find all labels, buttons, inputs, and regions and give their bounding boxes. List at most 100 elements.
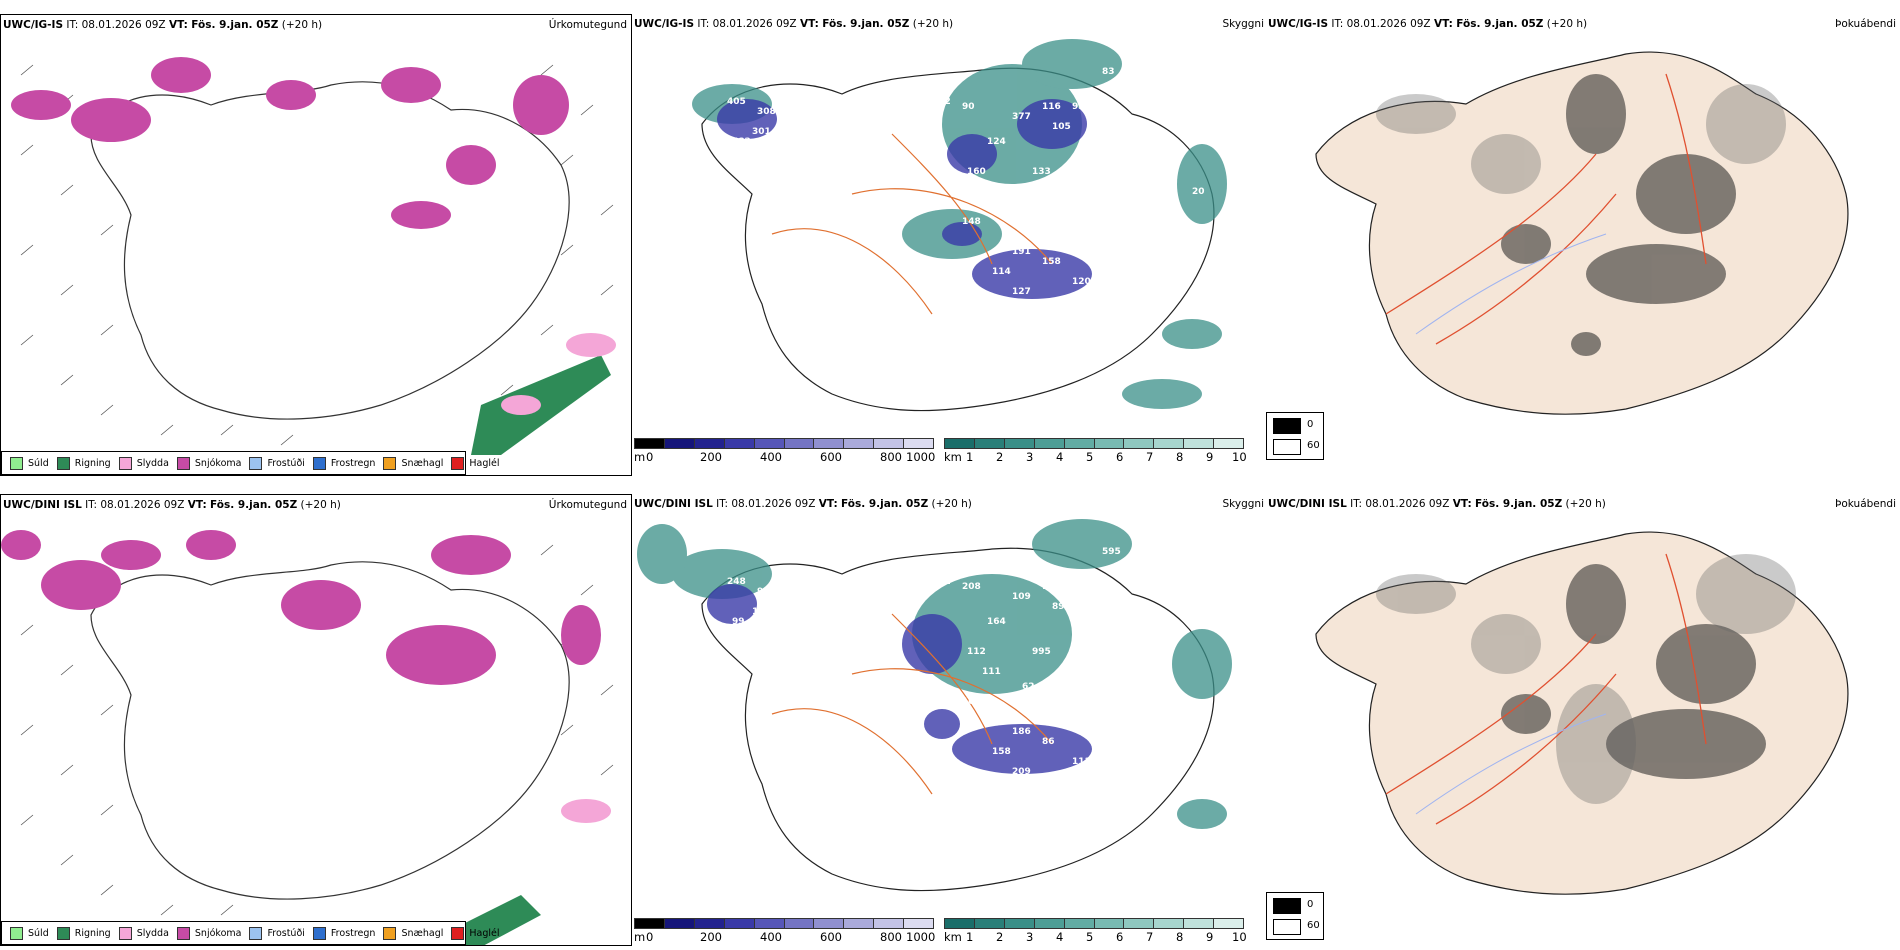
panel-header: UWC/IG-IS IT: 08.01.2026 09Z VT: Fös. 9.…	[3, 19, 323, 31]
cloud-value-label: 125	[1032, 702, 1051, 712]
cloud-value-label: 209	[1012, 767, 1031, 777]
cloud-value-label: 105	[1052, 122, 1071, 132]
cloud-value-label: 128	[1142, 147, 1161, 157]
colorbar-cell	[944, 438, 975, 449]
colorbar-cell	[1094, 438, 1125, 449]
cloud-value-label: 363	[1132, 527, 1151, 537]
cloud-value-label: 124	[987, 137, 1006, 147]
cloud-value-label: 93	[1142, 627, 1155, 637]
colorbar-tick: 600	[820, 930, 842, 944]
cloud-panel-bottom: 248 90 128 99 112 208 164 109 151 896 394 595 363 111…	[632, 494, 1266, 946]
cloud-value-label: 158	[992, 747, 1011, 757]
legend-swatch	[451, 926, 465, 940]
cloud-value-label: 120	[1087, 717, 1106, 727]
colorbar-tick: 400	[760, 930, 782, 944]
cloud-value-label: 112	[967, 647, 986, 657]
legend-swatch	[56, 926, 70, 940]
fog-legend-top: 0 60	[1266, 412, 1324, 460]
cloud-value-label: 109	[1012, 592, 1031, 602]
colorbar-cell	[844, 438, 875, 449]
cloud-value-label: 595	[1102, 547, 1121, 557]
fog-legend-max: 0	[1307, 899, 1314, 910]
legend-item: Súld	[10, 926, 49, 940]
colorbar-cell	[904, 438, 935, 449]
colorbar-tick: 3	[1026, 930, 1034, 944]
legend-item: Rigning	[56, 926, 111, 940]
cloud-value-label: 143	[982, 187, 1001, 197]
colorbar-unit: km	[944, 450, 962, 464]
cloud-value-label: 482	[732, 137, 751, 147]
panel-header: UWC/DINI ISL IT: 08.01.2026 09Z VT: Fös.…	[3, 499, 341, 511]
legend-item: Frostregn	[312, 456, 375, 470]
colorbar-cell	[814, 918, 845, 929]
colorbar-tick: 1	[966, 450, 974, 464]
cloud-value-label: 158	[1042, 257, 1061, 267]
cloud-value-label: 111	[982, 667, 1001, 677]
legend-swatch	[249, 456, 263, 470]
colorbar-cell	[1184, 918, 1215, 929]
colorbar-cell	[724, 438, 755, 449]
cloud-value-label: 308	[757, 107, 776, 117]
colorbar-unit: m	[634, 930, 646, 944]
fog-swatch-min	[1273, 439, 1301, 455]
legend-swatch	[451, 456, 465, 470]
legend-item: Rigning	[56, 456, 111, 470]
colorbar-cell	[1034, 438, 1065, 449]
colorbar-tick: 8	[1176, 450, 1184, 464]
legend-item: Snjókoma	[176, 456, 241, 470]
cloud-value-label: 995	[1032, 647, 1051, 657]
fog-panel-bottom: UWC/DINI ISL IT: 08.01.2026 09Z VT: Fös.…	[1266, 494, 1900, 946]
cloud-value-label: 377	[1012, 112, 1031, 122]
cloud-value-label: 164	[987, 617, 1006, 627]
colorbar-cell	[634, 918, 665, 929]
cloud-value-label: 99	[732, 617, 745, 627]
panel-title: Skyggni	[1222, 498, 1265, 510]
colorbar-cell	[634, 438, 665, 449]
colorbar-cell	[754, 438, 785, 449]
colorbar-tick: 800	[880, 450, 902, 464]
colorbar-cell	[1124, 438, 1155, 449]
colorbar-cell	[1064, 438, 1095, 449]
cloud-value-label: 130	[1032, 222, 1051, 232]
legend-item: Snjókoma	[176, 926, 241, 940]
legend-swatch	[176, 926, 190, 940]
cloudbase-colorbar: m 0 200 400 600 800 1000	[634, 438, 938, 468]
colorbar-cell	[1214, 918, 1245, 929]
fog-swatch-min	[1273, 919, 1301, 935]
colorbar-tick: 3	[1026, 450, 1034, 464]
cloud-value-label: 1042	[962, 697, 987, 707]
colorbar-cell	[1154, 918, 1185, 929]
legend-item: Snæhagl	[383, 456, 443, 470]
colorbar-cell	[1094, 918, 1125, 929]
colorbar-tick: 7	[1146, 450, 1154, 464]
cloud-value-label: 151	[1042, 582, 1061, 592]
cloud-value-label: 86	[1042, 737, 1055, 747]
legend-swatch	[176, 456, 190, 470]
legend-item: Haglél	[451, 456, 500, 470]
colorbar-tick: 9	[1206, 450, 1214, 464]
colorbar-cell	[754, 918, 785, 929]
colorbar-unit: m	[634, 450, 646, 464]
legend-item: Slydda	[118, 456, 169, 470]
fog-legend-min: 60	[1307, 920, 1320, 931]
colorbar-cell	[874, 918, 905, 929]
legend-swatch	[383, 926, 397, 940]
colorbar-tick: 5	[1086, 450, 1094, 464]
legend-swatch	[118, 456, 132, 470]
cloud-value-label: 896	[1052, 602, 1071, 612]
cloud-value-label: 83	[1102, 67, 1115, 77]
fog-legend-bottom: 0 60	[1266, 892, 1324, 940]
colorbar-tick: 8	[1176, 930, 1184, 944]
legend-item: Snæhagl	[383, 926, 443, 940]
colorbar-tick: 6	[1116, 930, 1124, 944]
fog-panel-top: UWC/IG-IS IT: 08.01.2026 09Z VT: Fös. 9.…	[1266, 14, 1900, 476]
visibility-colorbar: km 1 2 3 4 5 6 7 8 9 10	[944, 438, 1258, 468]
cloud-value-label: 987	[1172, 67, 1191, 77]
cloud-value-label: 322	[932, 97, 951, 107]
cloud-value-label: 148	[962, 217, 981, 227]
legend-item: Slydda	[118, 926, 169, 940]
colorbar-tick: 5	[1086, 930, 1094, 944]
panel-title: Þokuábendi	[1835, 498, 1896, 510]
